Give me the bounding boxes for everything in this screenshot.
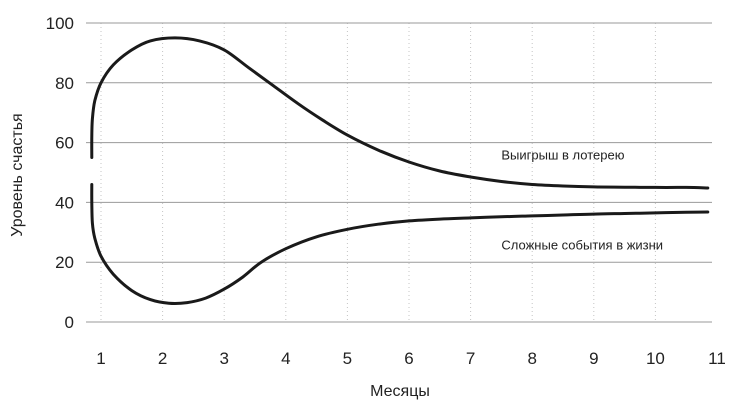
y-tick-label: 40 xyxy=(55,193,74,212)
x-tick-label: 6 xyxy=(404,349,413,368)
series-line-lottery-win xyxy=(90,36,710,190)
y-tick-label: 20 xyxy=(55,253,74,272)
series-line-hard-life-events xyxy=(90,183,710,305)
series-label-hard-life-events: Сложные события в жизни xyxy=(501,237,663,252)
y-tick-label: 0 xyxy=(65,313,74,332)
tick-labels: 1 2 3 4 5 6 7 8 9 10 11 0 20 40 60 80 100 xyxy=(46,14,726,368)
series-annotations: Выигрыш в лотерею Сложные события в жизни xyxy=(501,148,663,253)
series-group xyxy=(90,36,710,305)
x-tick-label: 1 xyxy=(96,349,105,368)
x-tick-label: 7 xyxy=(466,349,475,368)
x-tick-label: 8 xyxy=(527,349,536,368)
x-tick-label: 10 xyxy=(646,349,665,368)
x-tick-label: 5 xyxy=(343,349,352,368)
x-axis-title: Месяцы xyxy=(370,383,430,400)
x-tick-label: 9 xyxy=(589,349,598,368)
x-tick-label: 2 xyxy=(158,349,167,368)
x-tick-label: 4 xyxy=(281,349,290,368)
y-tick-label: 80 xyxy=(55,74,74,93)
x-tick-label: 11 xyxy=(708,349,726,368)
y-tick-label: 100 xyxy=(46,14,74,33)
y-tick-label: 60 xyxy=(55,134,74,153)
grid xyxy=(86,22,712,323)
series-label-lottery-win: Выигрыш в лотерею xyxy=(501,148,624,163)
x-tick-label: 3 xyxy=(219,349,228,368)
y-axis-title: Уровень счастья xyxy=(9,113,26,236)
